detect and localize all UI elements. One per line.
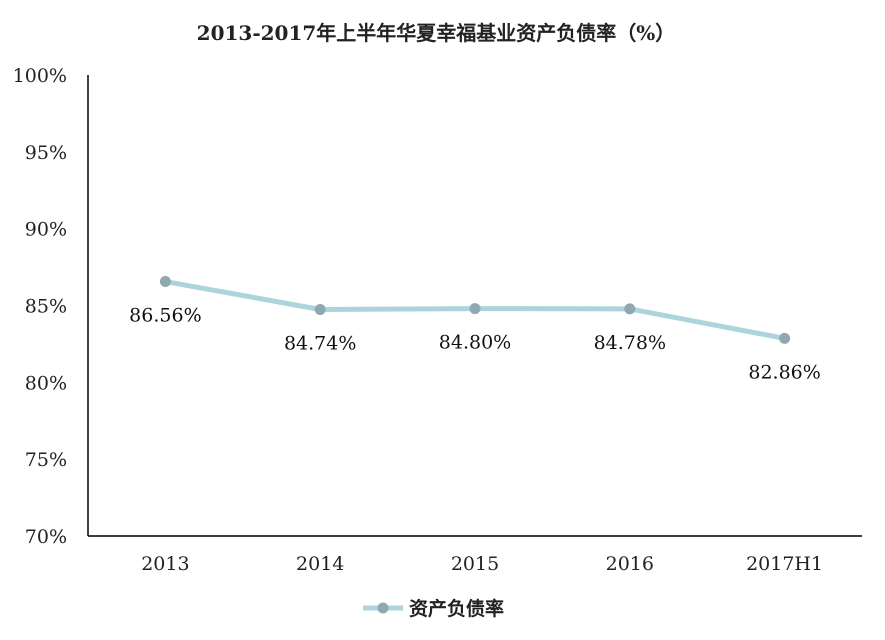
x-tick-label: 2013	[141, 553, 189, 575]
y-tick-label: 85%	[25, 296, 67, 318]
legend-marker	[377, 602, 389, 614]
y-tick-label: 70%	[25, 526, 67, 548]
y-tick-label: 75%	[25, 449, 67, 471]
data-label: 82.86%	[748, 361, 820, 383]
y-tick-label: 80%	[25, 372, 67, 394]
y-tick-label: 90%	[25, 219, 67, 241]
data-label: 86.56%	[129, 305, 201, 327]
legend: 资产负债率	[363, 597, 504, 620]
data-point	[314, 303, 326, 315]
data-point	[469, 303, 481, 315]
x-tick-label: 2016	[606, 553, 654, 575]
y-tick-label: 95%	[25, 142, 67, 164]
x-tick-label: 2014	[296, 553, 344, 575]
y-tick-label: 100%	[13, 65, 67, 87]
series-0: 86.56% 84.74% 84.80% 84.78% 82.86%	[129, 276, 821, 383]
legend-label: 资产负债率	[409, 597, 504, 620]
x-tick-label: 2017H1	[746, 553, 823, 575]
data-label: 84.74%	[284, 332, 356, 354]
chart-title: 2013-2017年上半年华夏幸福基业资产负债率（%）	[197, 21, 676, 45]
x-tick-label: 2015	[451, 553, 499, 575]
data-point	[624, 303, 636, 315]
data-label: 84.78%	[594, 332, 666, 354]
data-point	[779, 332, 791, 344]
y-tick-labels: 70% 75% 80% 85% 90% 95% 100%	[13, 65, 67, 548]
data-point	[159, 276, 171, 288]
x-tick-labels: 2013 2014 2015 2016 2017H1	[141, 553, 823, 575]
data-label: 84.80%	[439, 332, 511, 354]
